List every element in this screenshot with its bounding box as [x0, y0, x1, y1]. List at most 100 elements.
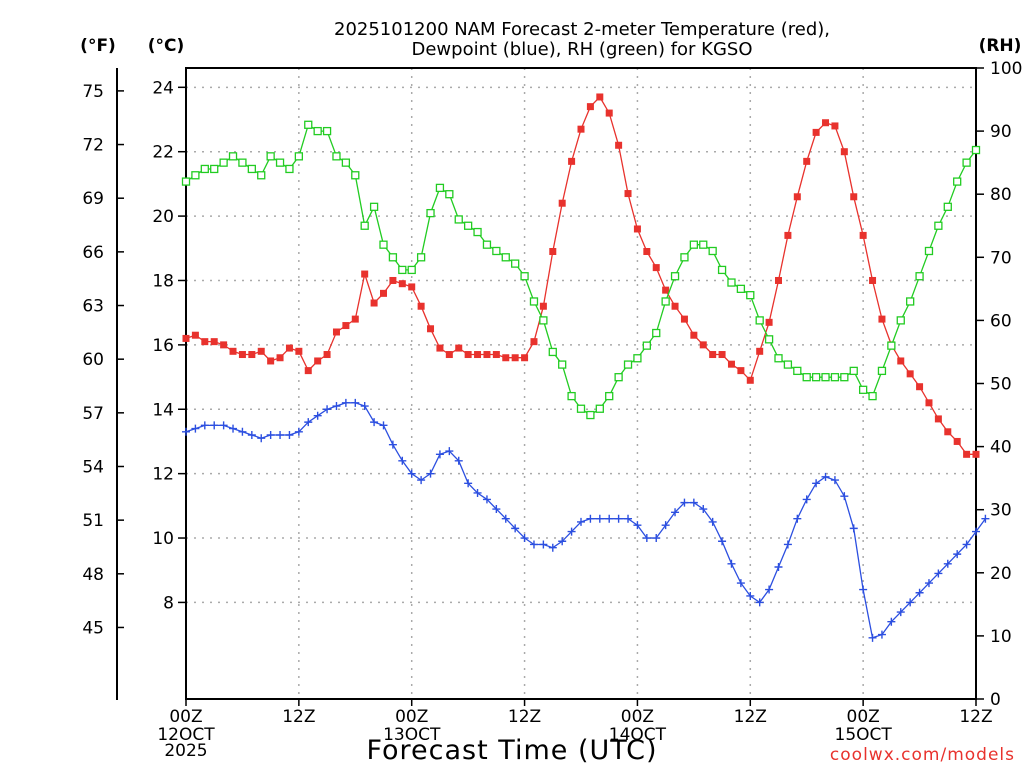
temperature-point: [238, 351, 246, 359]
dewpoint-point: [548, 543, 557, 552]
temperature-point: [784, 231, 792, 239]
fahrenheit-tick-label: 63: [82, 297, 104, 317]
temperature-point: [737, 367, 745, 375]
dewpoint-point: [746, 591, 755, 600]
rh-point: [548, 347, 557, 357]
temperature-point: [793, 193, 801, 201]
plot-frame: [185, 67, 977, 700]
x-tick-date-label: 15OCT: [835, 725, 893, 745]
temperature-point: [859, 231, 867, 239]
rh-point: [247, 164, 256, 174]
rh-point: [388, 253, 398, 262]
temperature-point: [323, 351, 331, 359]
dewpoint-point: [529, 540, 538, 549]
temperature-point: [558, 199, 566, 207]
rh-point: [699, 240, 708, 249]
rh-point: [783, 360, 793, 369]
rh-point: [473, 227, 482, 237]
rh-point: [238, 158, 247, 167]
dewpoint-point: [671, 508, 680, 517]
temperature-point: [229, 347, 237, 355]
temperature-point: [248, 351, 256, 359]
dewpoint-point: [417, 476, 426, 485]
rh-point: [426, 208, 435, 218]
temperature-point: [831, 122, 839, 130]
temperature-point: [850, 193, 858, 201]
x-tick-date-label: 13OCT: [383, 725, 441, 745]
temperature-point: [257, 347, 265, 355]
temperature-point: [803, 157, 811, 165]
rh-point: [492, 246, 501, 256]
dewpoint-point: [200, 421, 209, 430]
rh-point: [398, 265, 407, 275]
x-tick-label: 00Z: [847, 707, 880, 727]
rh-tick-label: 10: [990, 627, 1012, 647]
rh-point: [294, 152, 304, 161]
rh-tick-label: 40: [990, 438, 1012, 458]
dewpoint-point: [868, 633, 877, 642]
temperature-line: [185, 95, 976, 455]
fahrenheit-tick-label: 45: [82, 618, 104, 638]
temperature-point: [427, 325, 435, 333]
temperature-point: [643, 248, 651, 256]
temperature-point: [662, 286, 670, 294]
fahrenheit-tick-label: 60: [82, 350, 104, 370]
temperature-point: [869, 276, 877, 284]
rh-point: [539, 316, 548, 325]
rh-point: [924, 246, 934, 256]
temperature-point: [615, 141, 623, 149]
temperature-point: [530, 338, 538, 346]
dewpoint-point: [370, 418, 379, 427]
dewpoint-point: [257, 434, 266, 443]
dewpoint-point: [840, 492, 849, 501]
dewpoint-point: [426, 469, 435, 478]
dewpoint-point: [332, 402, 341, 411]
rh-tick-label: 0: [990, 690, 1001, 710]
rh-tick-label: 80: [990, 185, 1012, 205]
celsius-tick-label: 18: [152, 271, 174, 291]
temperature-point: [906, 370, 914, 378]
x-tick-label: 12Z: [734, 707, 767, 727]
dewpoint-point: [482, 495, 491, 504]
rh-point: [943, 202, 952, 211]
temperature-point: [746, 376, 754, 384]
dewpoint-point: [464, 479, 473, 488]
rh-point: [332, 152, 341, 161]
temperature-point: [502, 354, 510, 362]
temperature-point: [314, 357, 322, 365]
fahrenheit-tick-label: 48: [82, 565, 104, 585]
x-tick-label: 12Z: [282, 707, 315, 727]
dewpoint-point: [492, 505, 501, 514]
dewpoint-point: [191, 424, 200, 433]
temperature-point: [398, 280, 406, 288]
rh-point: [858, 385, 868, 394]
temperature-point: [690, 331, 698, 339]
temperature-point: [492, 351, 500, 359]
dewpoint-point: [304, 418, 313, 427]
rh-point: [755, 316, 764, 325]
temperature-point: [897, 357, 905, 365]
temperature-point: [295, 347, 303, 355]
temperature-point: [464, 351, 472, 359]
rh-point: [633, 354, 642, 363]
dewpoint-point: [943, 559, 952, 568]
temperature-point: [417, 302, 425, 310]
temperature-point: [445, 351, 453, 359]
rh-point: [906, 297, 915, 306]
rh-point: [727, 278, 736, 287]
rh-point: [868, 391, 877, 401]
dewpoint-point: [351, 398, 360, 407]
dewpoint-point: [360, 402, 369, 411]
dewpoint-point: [652, 534, 661, 543]
rh-point: [219, 158, 228, 167]
dewpoint-point: [379, 421, 388, 430]
celsius-tick-label: 10: [152, 529, 174, 549]
rh-point: [764, 335, 774, 344]
temperature-point: [605, 109, 613, 117]
dewpoint-point: [567, 527, 576, 536]
rh-point: [360, 221, 369, 230]
temperature-point: [934, 415, 942, 423]
rh-point: [341, 158, 351, 167]
x-tick-label: 00Z: [621, 707, 654, 727]
dewpoint-point: [219, 421, 228, 430]
